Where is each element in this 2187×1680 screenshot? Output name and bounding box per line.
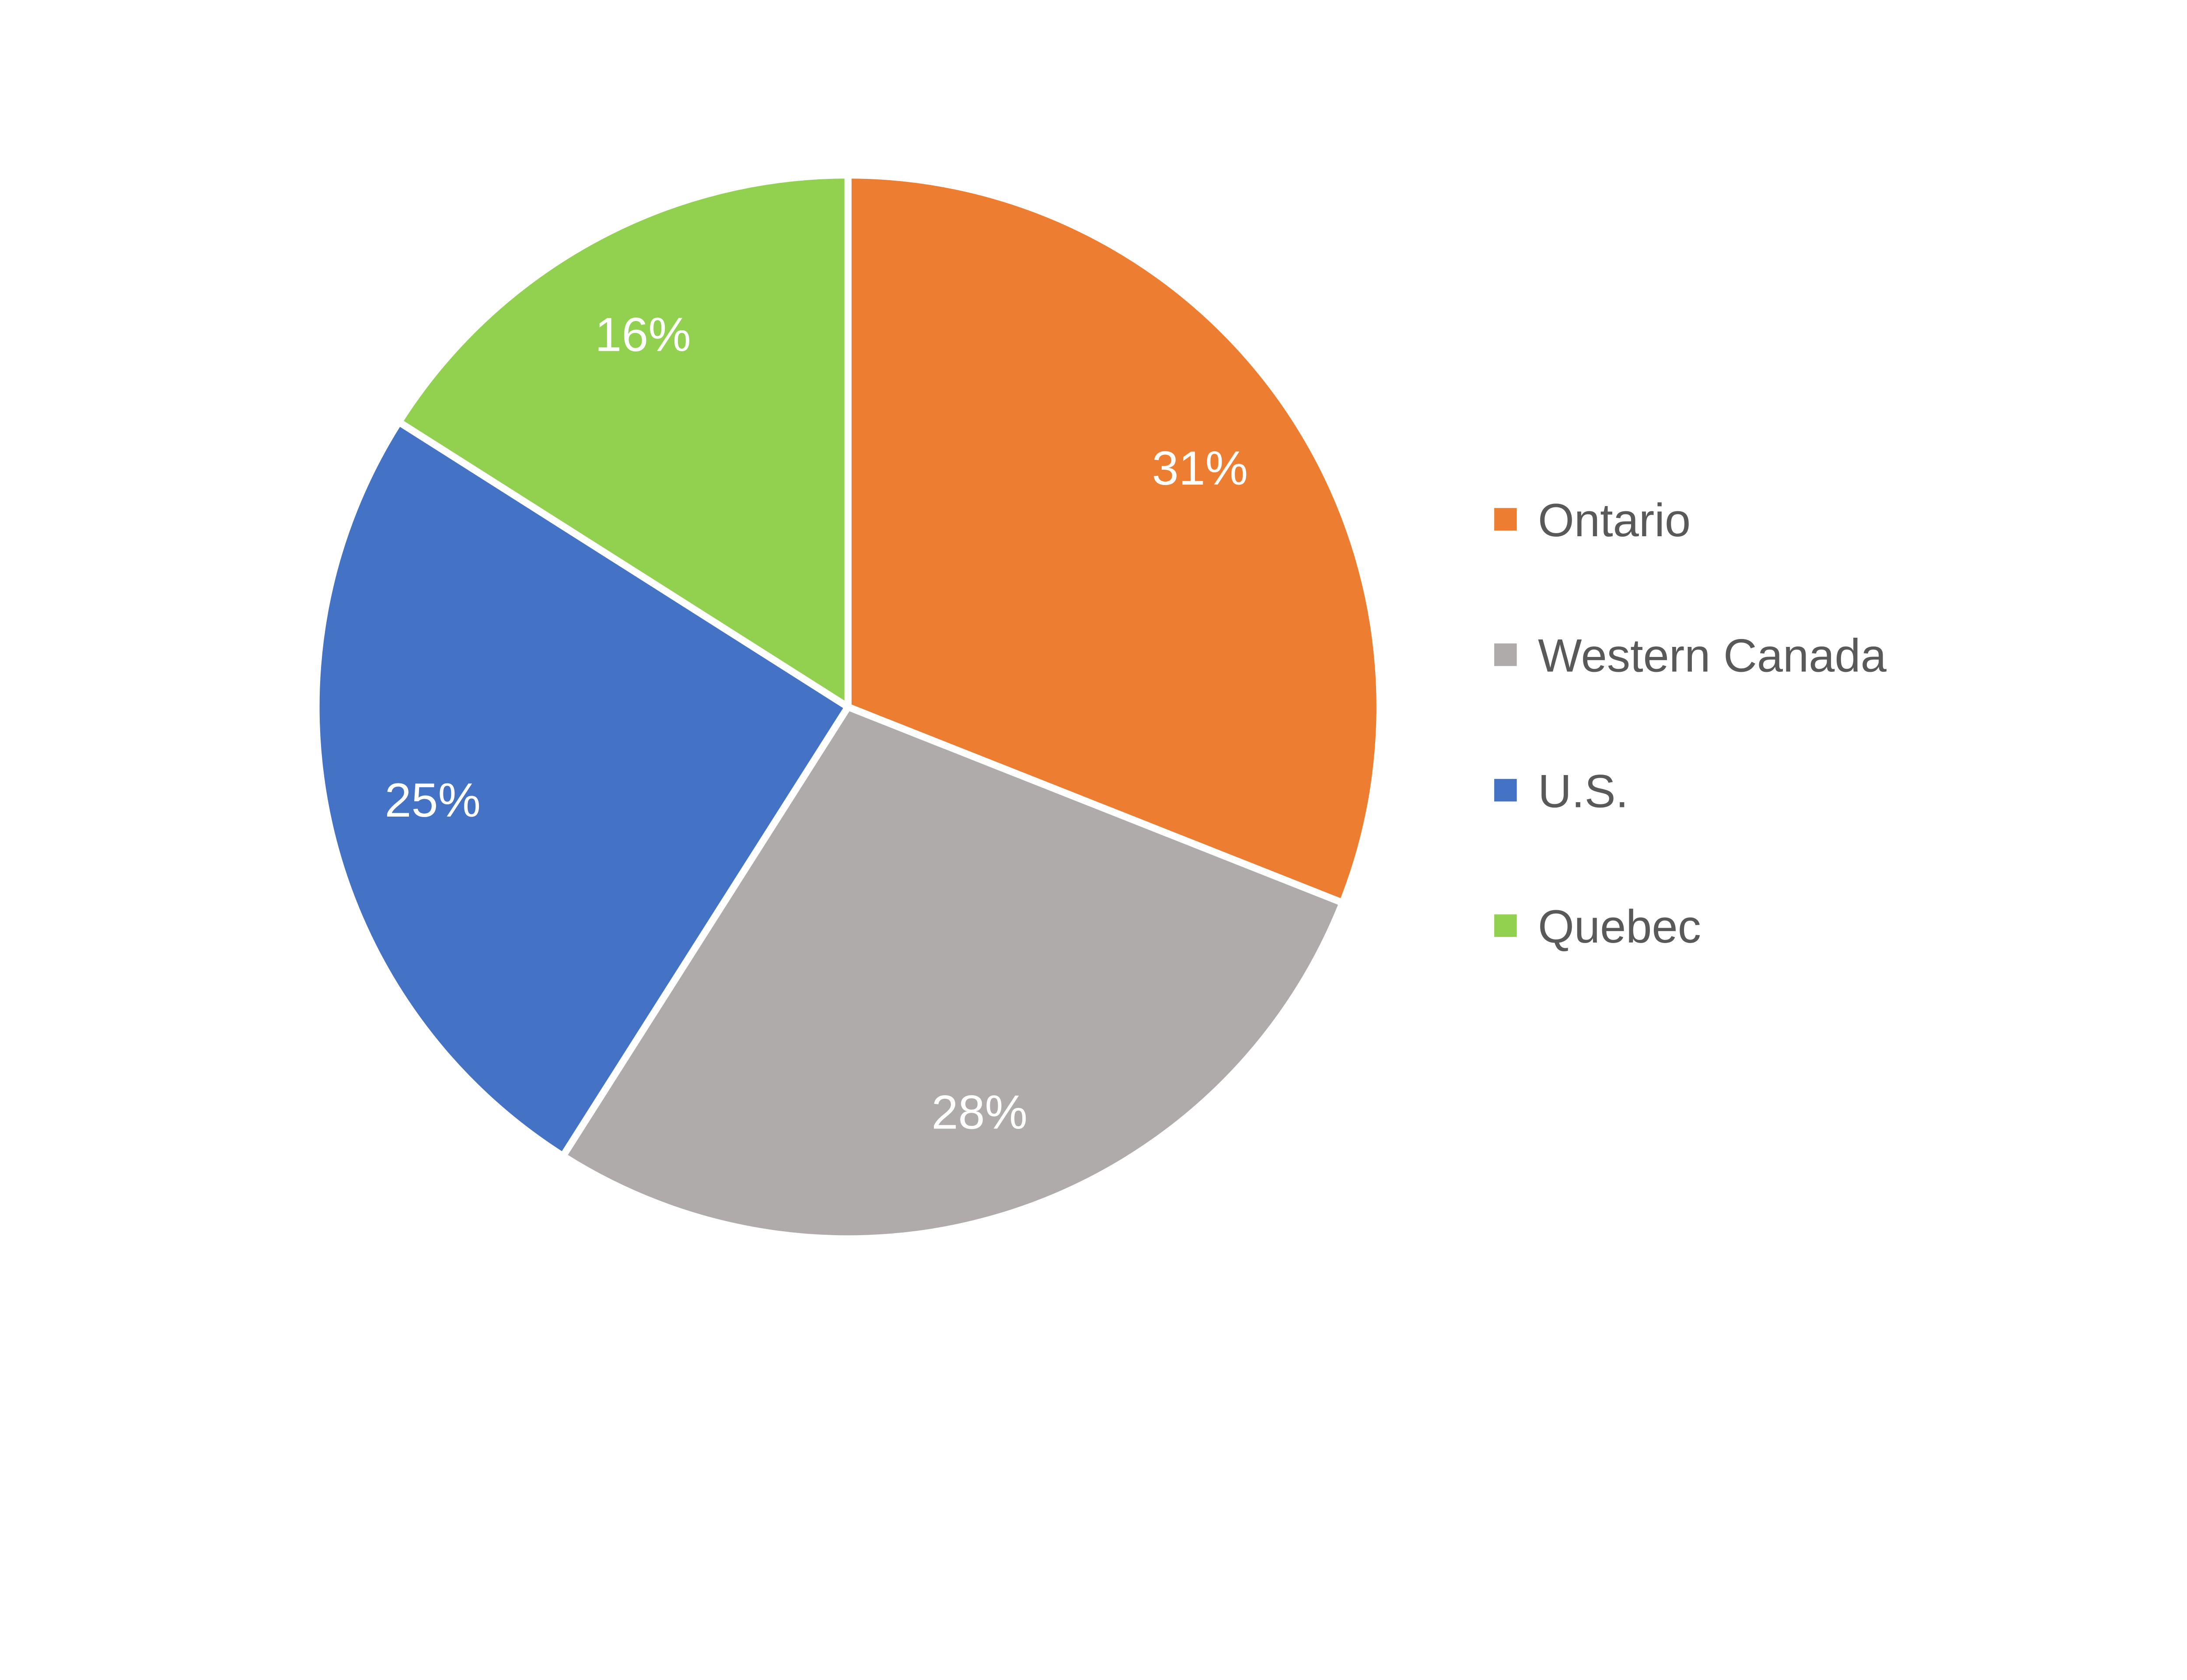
pie-slice-western-canada [559, 703, 1346, 1243]
data-label: 28% [932, 1086, 1027, 1139]
pie-slice-u-s [312, 418, 852, 1160]
data-label: 25% [384, 774, 480, 827]
legend-label: Quebec [1538, 901, 1701, 953]
legend-label: U.S. [1538, 765, 1628, 817]
data-labels: 31% 28% 25% 16% [384, 308, 1248, 1139]
legend-label: Western Canada [1538, 630, 1887, 682]
legend-swatch [1494, 508, 1517, 531]
legend-swatch [1494, 779, 1517, 802]
legend-label: Ontario [1538, 494, 1691, 546]
pie-slices [312, 171, 1383, 1243]
legend-swatch [1494, 914, 1517, 937]
data-label: 16% [595, 308, 691, 361]
legend: Ontario Western Canada U.S. Quebec [1494, 494, 1887, 953]
pie-slice-quebec [395, 171, 852, 711]
pie-chart: 31% 28% 25% 16% Ontario Western Canada U.S. Qu… [312, 171, 1887, 1243]
pie-slice-ontario [844, 171, 1383, 907]
legend-swatch [1494, 643, 1517, 666]
data-label: 31% [1152, 442, 1248, 495]
